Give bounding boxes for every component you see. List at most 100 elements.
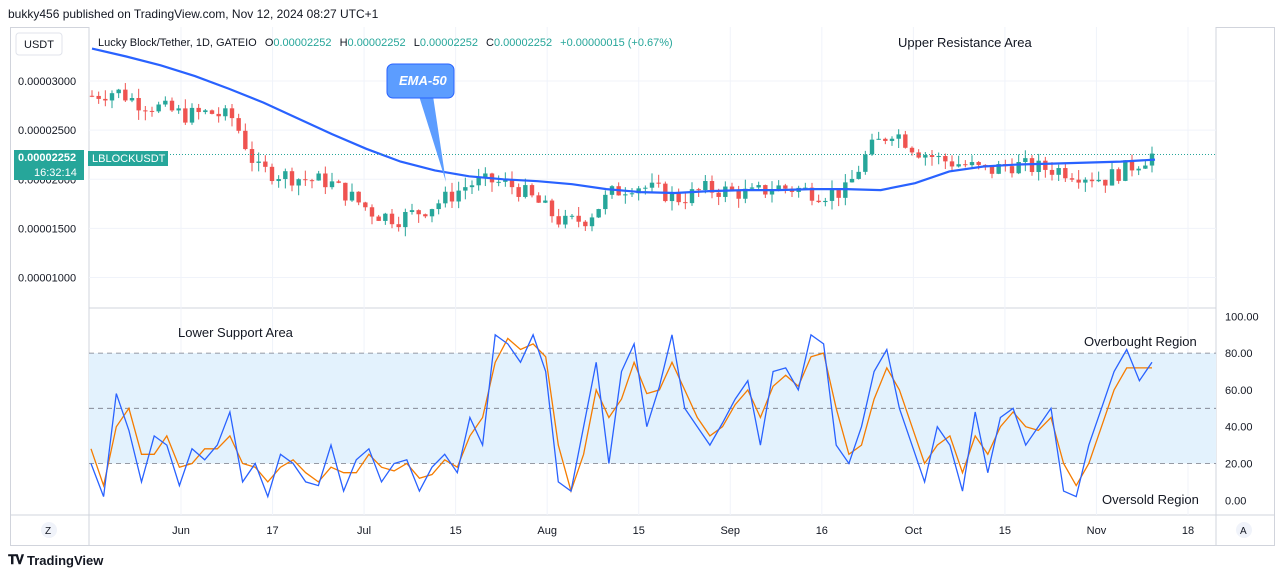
candle-body xyxy=(189,107,195,123)
candle-body xyxy=(1016,161,1021,174)
stoch-axis[interactable]: 100.00 80.00 60.00 40.00 20.00 0.00 xyxy=(1225,311,1259,507)
candle-body xyxy=(469,185,475,188)
candle-body xyxy=(136,98,141,111)
candle-body xyxy=(963,164,968,166)
brand-footer[interactable]: 𝐓𝐕 TradingView xyxy=(8,552,103,568)
candle-body xyxy=(1083,179,1088,183)
candle-body xyxy=(549,200,555,217)
candle-body xyxy=(1096,179,1101,182)
time-axis[interactable]: Jun 17 Jul 15 Aug 15 Sep 16 Oct 15 Nov 18 xyxy=(172,525,1194,537)
candle-body xyxy=(776,185,781,191)
candle-body xyxy=(903,134,908,148)
currency-button[interactable] xyxy=(15,32,63,56)
candle-body xyxy=(1129,160,1135,171)
candle-body xyxy=(529,185,535,196)
candle-body xyxy=(216,113,221,117)
candle-body xyxy=(156,104,161,112)
ema-callout-label: EMA-50 xyxy=(399,73,447,88)
candle-body xyxy=(849,178,855,183)
time-tick-label: 15 xyxy=(999,525,1011,537)
candle-body xyxy=(976,162,981,165)
candle-body xyxy=(1116,169,1121,181)
candle-body xyxy=(383,213,388,221)
price-pane[interactable] xyxy=(89,27,1216,307)
candle-body xyxy=(269,166,275,182)
candle-body xyxy=(403,211,408,228)
price-axis[interactable]: 0.000030000.000025000.000020000.00001500… xyxy=(18,76,76,284)
candle-body xyxy=(396,224,401,228)
candle-body xyxy=(263,161,268,167)
overbought-label: Overbought Region xyxy=(1084,334,1197,349)
candle-body xyxy=(943,156,948,162)
timezone-button[interactable] xyxy=(41,522,57,538)
candle-body xyxy=(323,173,328,188)
low-label: L xyxy=(414,37,420,49)
timezone-button-label: Z xyxy=(45,526,51,537)
candle-body xyxy=(449,191,455,202)
stoch-tick-label: 80.00 xyxy=(1225,348,1253,360)
candle-body xyxy=(363,202,368,208)
candle-body xyxy=(196,107,201,113)
candle-body xyxy=(89,95,95,97)
candle-body xyxy=(343,182,348,201)
candle-body xyxy=(429,209,435,217)
candle-body xyxy=(863,154,868,172)
candle-body xyxy=(989,166,995,174)
time-tick-label: Oct xyxy=(905,525,922,537)
candle-body xyxy=(869,139,875,155)
candle-body xyxy=(703,181,708,191)
candle-body xyxy=(683,202,688,204)
candle-body xyxy=(1136,168,1141,171)
currency-label: USDT xyxy=(24,39,54,51)
price-badge-value: 0.00002252 xyxy=(18,152,76,164)
candle-body xyxy=(729,186,735,190)
candle-body xyxy=(856,171,861,179)
auto-scale-button[interactable] xyxy=(1236,522,1252,538)
candle-body xyxy=(509,180,515,188)
candle-body xyxy=(676,192,681,203)
candle-body xyxy=(1103,179,1108,186)
high-label: H xyxy=(340,37,348,49)
candle-body xyxy=(916,152,921,158)
candle-body xyxy=(1023,158,1028,162)
upper-resistance-label: Upper Resistance Area xyxy=(898,35,1032,50)
candle-body xyxy=(569,215,575,217)
high-value: 0.00002252 xyxy=(348,37,406,49)
price-badge-ticker: LBLOCKUSDT xyxy=(92,153,166,165)
candle-body xyxy=(223,108,228,117)
candle-body xyxy=(443,191,448,204)
close-value: 0.00002252 xyxy=(494,37,552,49)
candle-body xyxy=(296,179,301,186)
price-badge-countdown: 16:32:14 xyxy=(34,167,77,179)
candle-body xyxy=(543,200,548,203)
stoch-level-lines xyxy=(89,352,1216,464)
candle-body xyxy=(303,179,308,181)
chart-canvas[interactable]: 0.000030000.000025000.000020000.00001500… xyxy=(10,27,1275,546)
candle-body xyxy=(409,210,415,212)
ema-callout: EMA-50 xyxy=(386,63,455,182)
candle-body xyxy=(276,179,281,182)
time-tick-label: 16 xyxy=(816,525,828,537)
price-tick-label: 0.00001500 xyxy=(18,223,76,235)
candle-body xyxy=(463,187,468,191)
stoch-tick-label: 100.00 xyxy=(1225,311,1259,323)
candle-body xyxy=(783,185,788,189)
candle-body xyxy=(736,189,741,199)
candle-body xyxy=(143,110,148,112)
candle-body xyxy=(289,171,295,186)
price-badge[interactable]: 0.00002252 16:32:14 LBLOCKUSDT xyxy=(14,150,168,180)
publisher-line: bukky456 published on TradingView.com, N… xyxy=(8,7,379,21)
candle-body xyxy=(576,215,581,222)
candle-body xyxy=(1109,169,1115,186)
brand-name: TradingView xyxy=(27,552,104,568)
close-label: C xyxy=(486,37,494,49)
candle-body xyxy=(669,192,675,202)
candle-body xyxy=(316,173,321,181)
candle-body xyxy=(309,180,315,182)
time-tick-label: 15 xyxy=(450,525,462,537)
candle-body xyxy=(803,187,808,189)
candle-body xyxy=(823,200,828,203)
candle-body xyxy=(476,177,481,186)
candle-body xyxy=(769,190,775,195)
candle-body xyxy=(716,192,721,197)
